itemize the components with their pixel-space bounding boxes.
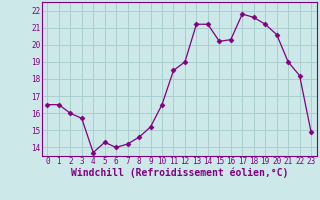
X-axis label: Windchill (Refroidissement éolien,°C): Windchill (Refroidissement éolien,°C) [70,168,288,178]
